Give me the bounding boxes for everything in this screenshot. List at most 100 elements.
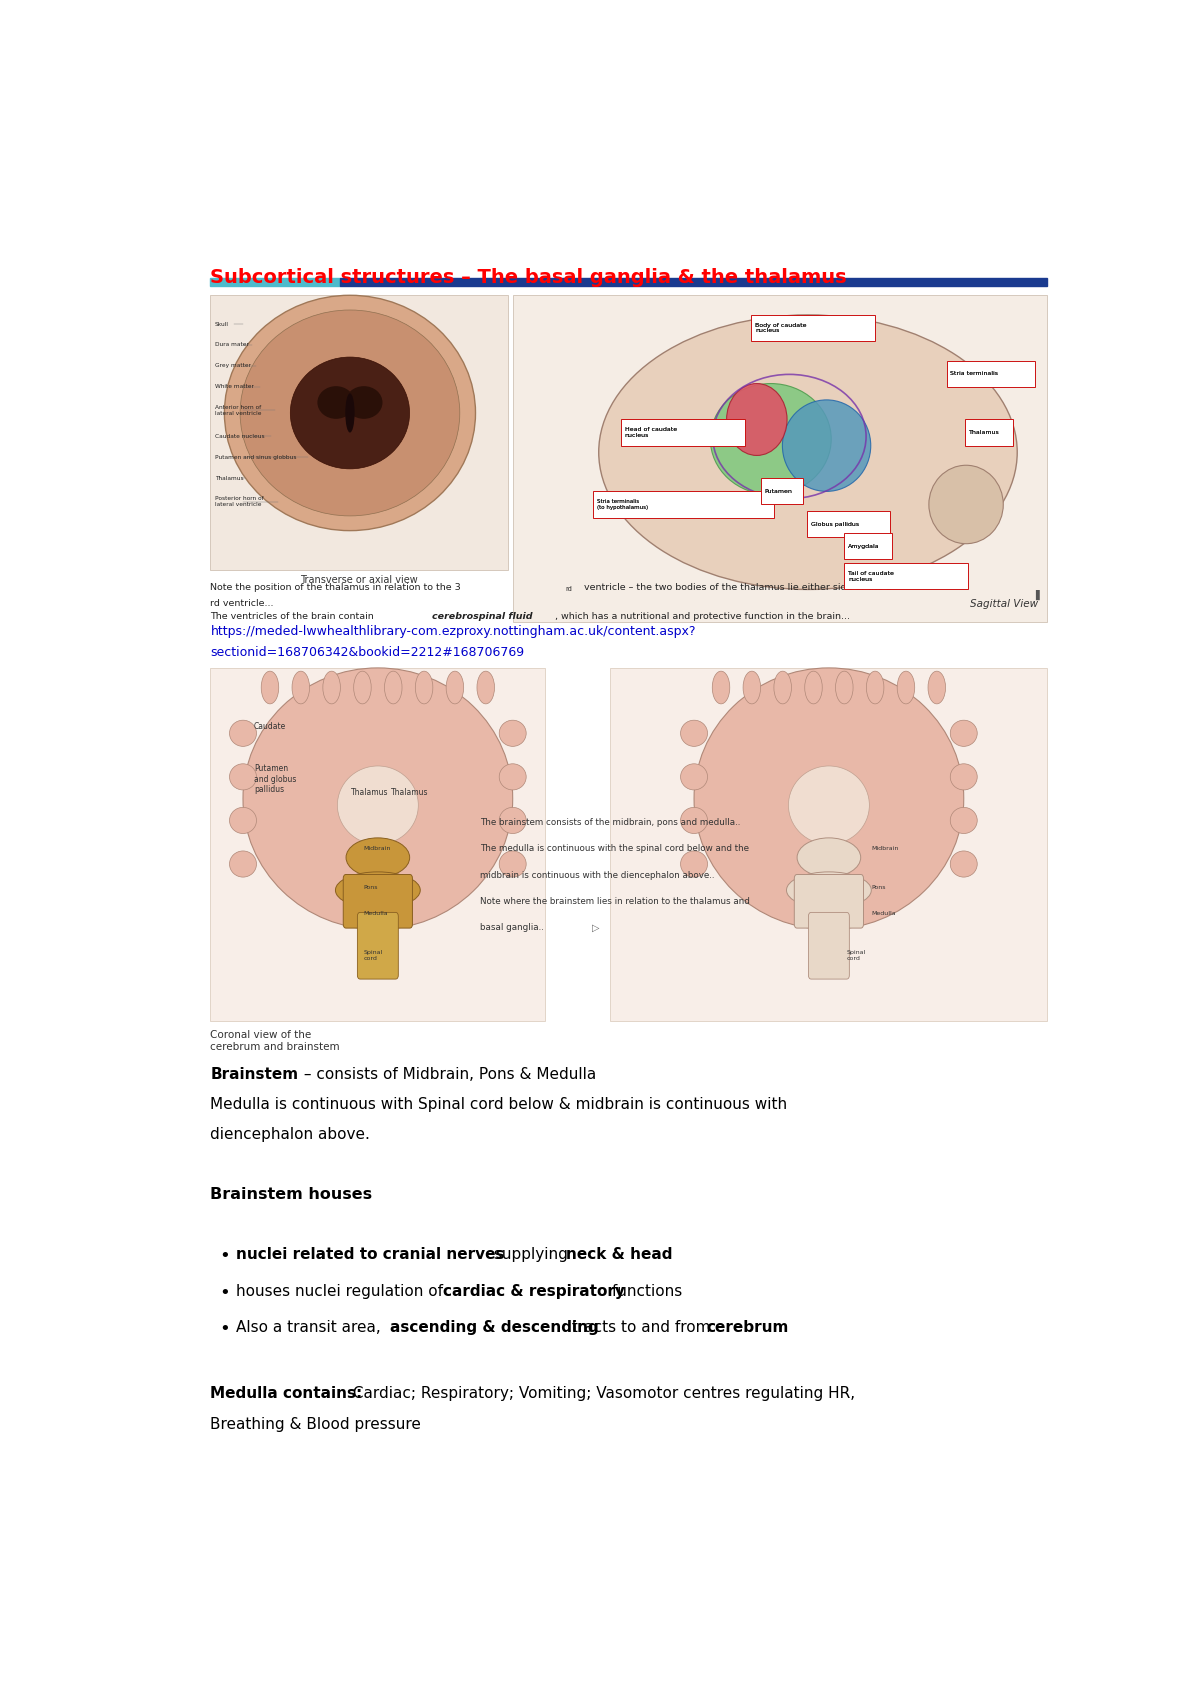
FancyBboxPatch shape xyxy=(611,667,1048,1020)
Text: rd ventricle...: rd ventricle... xyxy=(210,599,274,608)
Text: Coronal view of the
cerebrum and brainstem: Coronal view of the cerebrum and brainst… xyxy=(210,1031,340,1051)
FancyBboxPatch shape xyxy=(808,511,890,537)
Text: Spinal
cord: Spinal cord xyxy=(846,951,866,961)
FancyBboxPatch shape xyxy=(794,874,864,929)
Text: ventricle – the two bodies of the thalamus lie either side of the 3: ventricle – the two bodies of the thalam… xyxy=(581,582,892,593)
Ellipse shape xyxy=(354,671,371,705)
Text: Spinal
cord: Spinal cord xyxy=(364,951,383,961)
Text: Skull: Skull xyxy=(215,321,229,326)
Text: Subcortical structures – The basal ganglia & the thalamus: Subcortical structures – The basal gangl… xyxy=(210,268,847,287)
Text: neck & head: neck & head xyxy=(565,1246,672,1262)
Text: Grey matter: Grey matter xyxy=(215,363,251,368)
Text: Brainstem: Brainstem xyxy=(210,1066,299,1082)
Text: Tail of caudate
nucleus: Tail of caudate nucleus xyxy=(848,571,894,582)
Ellipse shape xyxy=(713,671,730,705)
Text: Caudate nucleus: Caudate nucleus xyxy=(215,435,265,440)
Ellipse shape xyxy=(797,837,860,878)
Ellipse shape xyxy=(384,671,402,705)
Bar xyxy=(210,278,340,287)
Text: Body of caudate
nucleus: Body of caudate nucleus xyxy=(755,323,806,333)
Text: The ventricles of the brain contain: The ventricles of the brain contain xyxy=(210,611,377,621)
Ellipse shape xyxy=(726,384,787,455)
FancyBboxPatch shape xyxy=(947,360,1034,387)
Text: ▷: ▷ xyxy=(592,924,599,932)
Text: Anterior horn of
lateral ventricle: Anterior horn of lateral ventricle xyxy=(215,404,262,416)
Text: Breathing & Blood pressure: Breathing & Blood pressure xyxy=(210,1416,421,1431)
Ellipse shape xyxy=(229,851,257,878)
Ellipse shape xyxy=(323,671,341,705)
Ellipse shape xyxy=(499,851,526,878)
Text: •: • xyxy=(220,1246,230,1265)
Text: Thalamus: Thalamus xyxy=(215,475,244,481)
FancyBboxPatch shape xyxy=(809,912,850,980)
Text: Stria terminalis
(to hypothalamus): Stria terminalis (to hypothalamus) xyxy=(596,499,648,509)
Text: Head of caudate
nucleus: Head of caudate nucleus xyxy=(625,428,677,438)
Text: Stria terminalis: Stria terminalis xyxy=(950,372,998,377)
Text: Midbrain: Midbrain xyxy=(871,846,899,851)
Text: Medulla contains:: Medulla contains: xyxy=(210,1387,362,1401)
Text: supplying: supplying xyxy=(490,1246,574,1262)
Text: nuclei related to cranial nerves: nuclei related to cranial nerves xyxy=(236,1246,505,1262)
Ellipse shape xyxy=(262,671,278,705)
Text: Medulla: Medulla xyxy=(364,912,389,917)
Ellipse shape xyxy=(835,671,853,705)
Text: , which has a nutritional and protective function in the brain...: , which has a nutritional and protective… xyxy=(556,611,851,621)
Text: Putamen: Putamen xyxy=(764,489,792,494)
Text: Thalamus: Thalamus xyxy=(350,788,389,796)
Ellipse shape xyxy=(240,311,460,516)
Text: Globus pallidus: Globus pallidus xyxy=(811,521,859,526)
Ellipse shape xyxy=(950,851,977,878)
Text: Caudate: Caudate xyxy=(253,722,286,732)
Ellipse shape xyxy=(950,764,977,790)
Text: – consists of Midbrain, Pons & Medulla: – consists of Midbrain, Pons & Medulla xyxy=(299,1066,596,1082)
Text: basal ganglia..: basal ganglia.. xyxy=(480,924,544,932)
Text: Midbrain: Midbrain xyxy=(364,846,391,851)
Text: cerebrospinal fluid: cerebrospinal fluid xyxy=(432,611,533,621)
Text: •: • xyxy=(220,1284,230,1302)
Ellipse shape xyxy=(346,394,355,433)
Ellipse shape xyxy=(346,385,383,419)
Ellipse shape xyxy=(229,807,257,834)
Ellipse shape xyxy=(224,295,475,530)
Text: •: • xyxy=(220,1321,230,1338)
FancyBboxPatch shape xyxy=(358,912,398,980)
FancyBboxPatch shape xyxy=(343,874,413,929)
Text: Stria terminalis: Stria terminalis xyxy=(950,372,998,377)
Ellipse shape xyxy=(805,671,822,705)
FancyBboxPatch shape xyxy=(965,419,1013,445)
Ellipse shape xyxy=(244,667,512,929)
Text: The medulla is continuous with the spinal cord below and the: The medulla is continuous with the spina… xyxy=(480,844,749,854)
Ellipse shape xyxy=(680,807,708,834)
Ellipse shape xyxy=(229,764,257,790)
Text: Globus pallidus: Globus pallidus xyxy=(811,521,859,526)
Ellipse shape xyxy=(928,671,946,705)
Ellipse shape xyxy=(788,766,869,844)
Text: Amygdala: Amygdala xyxy=(848,543,880,548)
Ellipse shape xyxy=(446,671,463,705)
Text: Putamen: Putamen xyxy=(764,489,792,494)
Text: Amygdala: Amygdala xyxy=(848,543,880,548)
FancyBboxPatch shape xyxy=(751,314,876,341)
FancyBboxPatch shape xyxy=(845,533,892,559)
Text: Sagittal View: Sagittal View xyxy=(970,599,1038,610)
Text: The brainstem consists of the midbrain, pons and medulla..: The brainstem consists of the midbrain, … xyxy=(480,818,740,827)
Text: Cardiac; Respiratory; Vomiting; Vasomotor centres regulating HR,: Cardiac; Respiratory; Vomiting; Vasomoto… xyxy=(348,1387,856,1401)
Text: Head of caudate
nucleus: Head of caudate nucleus xyxy=(625,428,677,438)
Ellipse shape xyxy=(680,764,708,790)
Text: Stria terminalis
(to hypothalamus): Stria terminalis (to hypothalamus) xyxy=(596,499,648,509)
Text: Thalamus: Thalamus xyxy=(968,430,1000,435)
Text: midbrain is continuous with the diencephalon above..: midbrain is continuous with the dienceph… xyxy=(480,871,715,880)
Ellipse shape xyxy=(229,720,257,747)
Text: Pons: Pons xyxy=(871,885,886,890)
Bar xyxy=(340,278,1048,287)
Text: cardiac & respiratory: cardiac & respiratory xyxy=(443,1284,625,1299)
Ellipse shape xyxy=(694,667,964,929)
Ellipse shape xyxy=(680,851,708,878)
Text: ascending & descending: ascending & descending xyxy=(390,1321,599,1335)
Ellipse shape xyxy=(292,671,310,705)
Ellipse shape xyxy=(499,720,526,747)
Text: Posterior horn of
lateral ventricle: Posterior horn of lateral ventricle xyxy=(215,496,264,508)
Ellipse shape xyxy=(898,671,914,705)
Ellipse shape xyxy=(499,807,526,834)
Text: Body of caudate
nucleus: Body of caudate nucleus xyxy=(755,323,806,333)
